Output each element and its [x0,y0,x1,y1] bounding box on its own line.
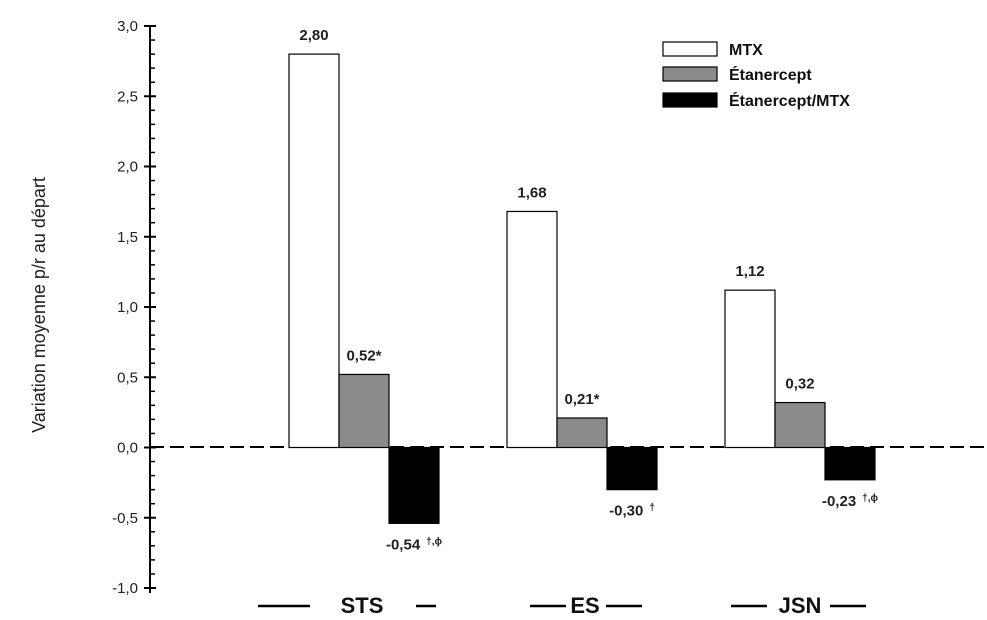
legend-swatch-2 [662,66,718,82]
category-label-jsn: JSN [779,593,822,618]
y-axis-label: Variation moyenne p/r au départ [29,177,49,433]
data-label-value: 0,52* [346,347,381,364]
legend-label-3: Étanercept/MTX [729,91,850,110]
data-label-value: 1,68 [517,184,546,201]
legend-label-1: MTX [729,42,763,59]
legend-swatch-1 [662,41,718,57]
y-tick-label: 0,5 [117,369,138,386]
y-tick-label: -0,5 [112,510,138,527]
y-tick-label: 2,0 [117,159,138,176]
data-label: 2,80 [299,27,328,44]
data-label-value: -0,54 [386,536,421,553]
bar-sts-3 [388,446,440,524]
y-tick-label: 2,5 [117,88,138,105]
bar-sts-1 [288,53,340,449]
bar-es-2 [556,417,608,449]
data-label-value: 0,32 [785,376,814,393]
bar-es-1 [506,210,558,449]
data-label: 0,32 [785,376,814,393]
data-label-value: -0,30 [609,503,643,520]
data-label-value: 0,21* [564,391,599,408]
data-label: -0,54 †,ϕ [386,536,443,553]
bar-jsn-3 [824,446,876,481]
data-label-value: -0,23 [822,493,856,510]
y-tick-label: -1,0 [112,580,138,597]
category-labels: STS ES JSN [258,593,866,618]
data-label: 1,68 [517,184,546,201]
data-label: 1,12 [735,263,764,280]
data-label: -0,23 †,ϕ [822,493,879,510]
category-label-es: ES [570,593,599,618]
y-tick-label: 1,5 [117,229,138,246]
bar-es-3 [606,446,658,491]
bar-jsn-1 [724,289,776,449]
legend-swatch-3 [662,92,718,108]
bar-sts-2 [338,373,390,449]
bar-jsn-2 [774,401,826,449]
y-tick-label: 3,0 [117,18,138,35]
y-tick-label: 0,0 [117,440,138,457]
legend-label-2: Étanercept [729,65,812,84]
legend: MTX Étanercept Étanercept/MTX [662,41,850,110]
y-tick-label: 1,0 [117,299,138,316]
data-labels: 2,80 0,52* -0,54 †,ϕ 1,68 0,21* -0,30 † 1,12 0,32… [299,27,878,553]
data-label: 0,52* [346,347,381,364]
data-label-footnote-mark: †,ϕ [862,493,878,504]
bars [288,53,876,524]
data-label: -0,30 † [609,503,655,520]
data-label-value: 1,12 [735,263,764,280]
data-label: 0,21* [564,391,599,408]
y-ticks: -1,0 -0,5 0,0 0,5 1,0 1,5 2,0 2,5 3,0 [112,18,156,597]
data-label-footnote-mark: † [649,503,655,514]
data-label-footnote-mark: †,ϕ [426,536,442,547]
data-label-value: 2,80 [299,27,328,44]
category-label-sts: STS [341,593,384,618]
